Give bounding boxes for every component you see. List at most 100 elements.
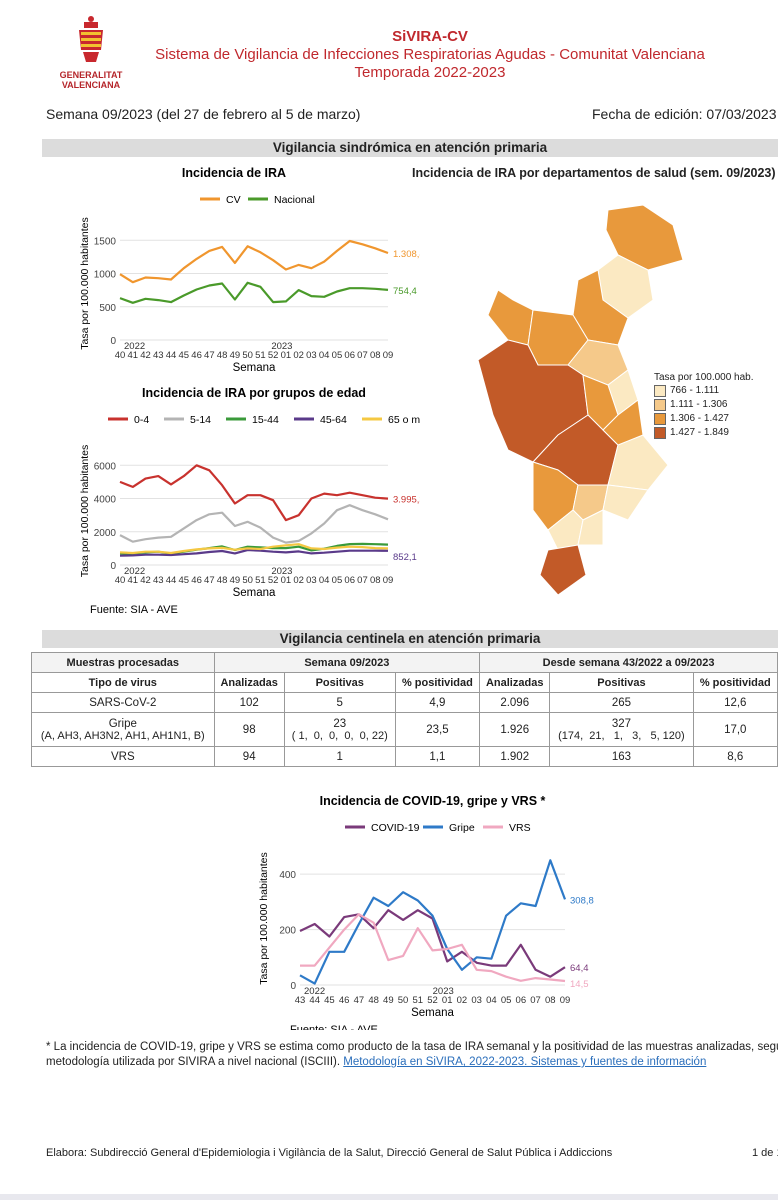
cell-value: 94 (242, 750, 256, 763)
x-tick-label: 47 (354, 995, 365, 1006)
x-tick-label: 49 (230, 575, 241, 586)
footnote-text: * La incidencia de COVID-19, gripe y VRS… (46, 1041, 778, 1053)
y-tick-label: 0 (110, 561, 116, 572)
table-subhead: Analizadas (213, 672, 285, 693)
x-tick-label: 07 (530, 995, 541, 1006)
x-tick-label: 04 (486, 995, 497, 1006)
series-line-cv (119, 239, 389, 284)
end-label: 852,1 (393, 552, 417, 563)
map-legend-swatch (654, 398, 666, 411)
x-tick-label: 42 (140, 575, 151, 586)
cell-value: 23,5 (426, 723, 449, 736)
chart-title: Incidencia de COVID-19, gripe y VRS * (320, 794, 546, 808)
cell-value: Gripe (108, 717, 137, 730)
map-region (607, 434, 669, 491)
table-cell: 327 (174, 21, 1, 3, 5, 120) (549, 712, 694, 747)
legend-label: Nacional (274, 194, 315, 206)
report-season: Temporada 2022-2023 (354, 64, 506, 81)
table-cell: 98 (213, 712, 285, 747)
y-tick-label: 0 (290, 981, 296, 992)
x-tick-label: 04 (319, 575, 330, 586)
legend-label: 65 o más (388, 414, 420, 426)
x-tick-label: 08 (545, 995, 556, 1006)
table-subhead: Positivas (283, 672, 396, 693)
chart-title: Incidencia de IRA por grupos de edad (142, 386, 366, 400)
year-label: 2022 (304, 986, 325, 997)
x-tick-label: 47 (204, 350, 215, 361)
cell-value: 1.926 (500, 723, 530, 736)
y-tick-label: 0 (110, 336, 116, 347)
table-cell: SARS-CoV-2 (31, 692, 215, 713)
series-line-vrs (300, 913, 566, 983)
x-tick-label: 41 (127, 575, 138, 586)
map-legend-label: 1.427 - 1.849 (670, 427, 729, 438)
y-tick-label: 6000 (94, 461, 117, 472)
table-cell: 102 (213, 692, 285, 713)
x-tick-label: 50 (242, 350, 253, 361)
page-number: 1 de 1 (752, 1147, 778, 1159)
x-tick-label: 51 (255, 575, 266, 586)
y-tick-label: 2000 (94, 528, 117, 539)
edition-date: Fecha de edición: 07/03/2023 (592, 106, 777, 122)
section-title-syndromic: Vigilancia sindrómica en atención primar… (42, 139, 778, 157)
x-tick-label: 03 (306, 350, 317, 361)
legend-label: VRS (509, 822, 531, 834)
table-cell: 1 (283, 746, 396, 767)
map-legend-label: 766 - 1.111 (670, 385, 720, 396)
x-tick-label: 50 (242, 575, 253, 586)
cell-value: VRS (110, 750, 135, 763)
map-region (577, 509, 604, 546)
table-cell: Gripe (A, AH3, AH3N2, AH1, AH1N1, B) (31, 712, 215, 747)
x-tick-label: 47 (204, 575, 215, 586)
x-tick-label: 46 (191, 350, 202, 361)
table-subhead: % positividad (394, 672, 481, 693)
table-subhead: Analizadas (479, 672, 551, 693)
x-tick-label: 07 (357, 575, 368, 586)
x-tick-label: 05 (501, 995, 512, 1006)
map-legend-item: 1.427 - 1.849 (654, 426, 754, 439)
table-subhead: % positividad (692, 672, 778, 693)
x-tick-label: 50 (398, 995, 409, 1006)
table-row: Gripe (A, AH3, AH3N2, AH1, AH1N1, B) 98 23(… (31, 712, 778, 747)
methodology-link[interactable]: Metodología en SiVIRA, 2022-2023. Sistem… (343, 1056, 707, 1068)
x-tick-label: 49 (230, 350, 241, 361)
end-label: 14,5 (570, 979, 589, 990)
x-tick-label: 49 (383, 995, 394, 1006)
map-legend-item: 1.111 - 1.306 (654, 398, 754, 411)
x-tick-label: 45 (179, 575, 190, 586)
x-tick-label: 48 (217, 350, 228, 361)
map-region (539, 544, 587, 596)
x-tick-label: 09 (560, 995, 571, 1006)
map-region (602, 484, 649, 521)
series-line-45-64 (119, 548, 389, 557)
y-axis-label: Tasa por 100.000 habitantes (80, 217, 91, 350)
cell-value: 98 (242, 723, 256, 736)
x-tick-label: 03 (306, 575, 317, 586)
cell-value: 1.902 (500, 750, 530, 763)
x-tick-label: 52 (427, 995, 438, 1006)
logo-text: GENERALITAT VALENCIANA (46, 70, 136, 90)
x-tick-label: 09 (383, 575, 394, 586)
map-legend-item: 1.306 - 1.427 (654, 412, 754, 425)
table-cell: 17,0 (692, 712, 778, 747)
footer-credit: Elabora: Subdirecció General d'Epidemiol… (46, 1147, 613, 1159)
x-tick-label: 02 (293, 575, 304, 586)
series-line-covid-19 (299, 909, 566, 978)
health-departments-map (478, 204, 684, 596)
x-tick-label: 03 (471, 995, 482, 1006)
end-label: 3.995,3 (393, 495, 420, 506)
end-label: 64,4 (570, 963, 589, 974)
x-tick-label: 06 (344, 350, 355, 361)
year-label: 2023 (271, 566, 292, 577)
table-cell: 1.902 (479, 746, 551, 767)
end-label: 754,4 (393, 286, 417, 297)
end-label: 1.308,8 (393, 249, 420, 260)
cell-value: 2.096 (500, 696, 530, 709)
report-title: SiVIRA-CV (392, 28, 468, 45)
y-axis-label: Tasa por 100.000 habitantes (258, 852, 270, 985)
week-label: Semana 09/2023 (del 27 de febrero al 5 d… (46, 106, 361, 122)
report-subtitle: Sistema de Vigilancia de Infecciones Res… (155, 46, 705, 63)
footnote: * La incidencia de COVID-19, gripe y VRS… (46, 1040, 778, 1070)
y-tick-label: 400 (279, 870, 296, 881)
series-line-nacional (119, 281, 389, 304)
